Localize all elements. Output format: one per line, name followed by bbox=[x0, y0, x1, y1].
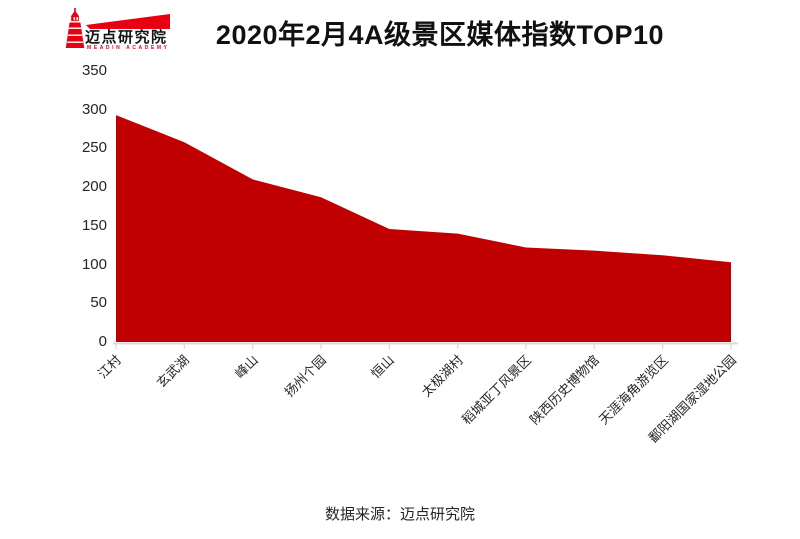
logo: 迈点研究院 MEADIN ACADEMY bbox=[60, 6, 174, 54]
lighthouse-logo-icon bbox=[65, 8, 170, 48]
logo-subtext: MEADIN ACADEMY bbox=[87, 45, 170, 51]
y-axis-label: 0 bbox=[98, 333, 107, 350]
media-index-area-series bbox=[116, 115, 731, 342]
y-axis-label: 300 bbox=[81, 100, 107, 118]
y-axis-label: 350 bbox=[81, 62, 107, 79]
y-axis-label: 50 bbox=[90, 294, 107, 312]
chart-title: 2020年2月4A级景区媒体指数TOP10 bbox=[215, 20, 665, 50]
logo-name: 迈点研究院 bbox=[85, 29, 168, 46]
y-axis-label: 250 bbox=[81, 139, 107, 157]
y-axis-label: 200 bbox=[81, 178, 107, 196]
y-axis-label: 150 bbox=[81, 216, 107, 234]
data-source-note: 数据来源：迈点研究院 bbox=[324, 506, 475, 523]
y-axis-label: 100 bbox=[81, 255, 107, 273]
